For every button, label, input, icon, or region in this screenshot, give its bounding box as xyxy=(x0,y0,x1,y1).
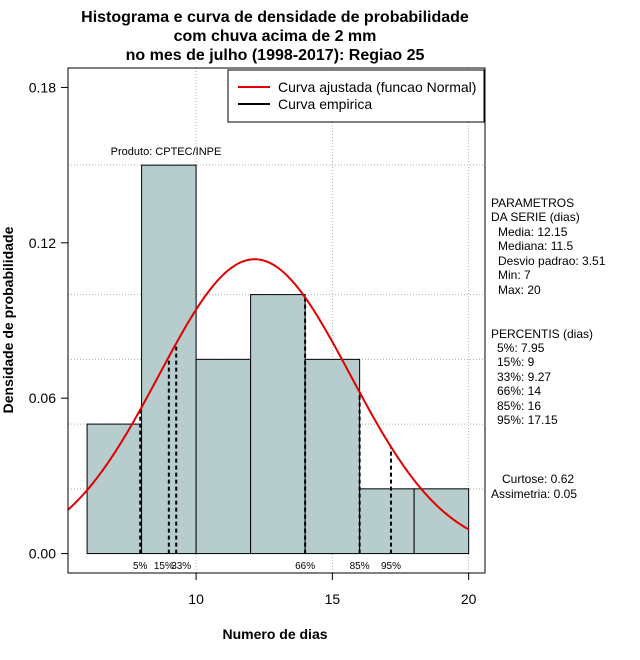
param-min: Min: 7 xyxy=(498,268,531,282)
parametros-title: PARAMETROS xyxy=(491,196,574,210)
source-note: Produto: CPTEC/INPE xyxy=(111,146,222,158)
y-tick-label: 0.18 xyxy=(29,79,56,95)
histogram-bar xyxy=(250,294,306,555)
percentil-15: 15%: 9 xyxy=(497,355,535,369)
percentile-label: 33% xyxy=(171,561,191,572)
x-tick-label: 15 xyxy=(325,591,341,607)
normal-curve-path xyxy=(67,258,470,531)
percentile-label: 5% xyxy=(133,561,148,572)
curtose: Curtose: 0.62 xyxy=(502,472,574,486)
percentil-85: 85%: 16 xyxy=(497,399,541,413)
normal-curve xyxy=(67,258,470,531)
percentil-33: 33%: 9.27 xyxy=(497,370,551,384)
y-axis-title: Densidade de probabilidade xyxy=(0,226,16,413)
histogram-bars xyxy=(86,164,470,555)
percentile-label: 95% xyxy=(381,561,401,572)
plot-frame xyxy=(67,67,486,574)
param-mediana: Mediana: 11.5 xyxy=(498,239,573,253)
legend: Curva ajustada (funcao Normal) Curva emp… xyxy=(227,69,485,123)
percentile-label: 15% xyxy=(154,561,174,572)
chart-title-line-3: no mes de julho (1998-2017): Regiao 25 xyxy=(126,47,425,64)
chart-title-line-2: com chuva acima de 2 mm xyxy=(174,28,377,45)
percentile-label: 66% xyxy=(295,561,315,572)
histogram-bar xyxy=(304,358,361,555)
parametros-subtitle: DA SERIE (dias) xyxy=(491,210,580,224)
percentil-95: 95%: 17.15 xyxy=(497,413,558,427)
axis-ticks: 10 15 20 0.00 0.06 0.12 0.18 xyxy=(29,79,477,607)
percentile-label: 85% xyxy=(350,561,370,572)
legend-label-normal: Curva ajustada (funcao Normal) xyxy=(278,79,476,95)
histogram-bar xyxy=(413,488,470,555)
histogram-bar xyxy=(86,423,143,555)
legend-label-empirical: Curva empirica xyxy=(278,96,372,112)
x-tick-label: 20 xyxy=(461,591,477,607)
param-desvio: Desvio padrao: 3.51 xyxy=(498,254,606,268)
side-panel: PARAMETROS DA SERIE (dias) Media: 12.15 … xyxy=(491,196,606,501)
y-tick-label: 0.00 xyxy=(29,546,56,562)
x-tick-label: 10 xyxy=(188,591,204,607)
y-tick-label: 0.06 xyxy=(29,390,56,406)
histogram-bar xyxy=(195,358,252,555)
chart-title-line-1: Histograma e curva de densidade de proba… xyxy=(81,9,469,26)
percentil-5: 5%: 7.95 xyxy=(497,341,545,355)
histogram-bar xyxy=(359,488,415,555)
y-tick-label: 0.12 xyxy=(29,235,56,251)
percentis-title: PERCENTIS (dias) xyxy=(491,327,593,341)
param-media: Media: 12.15 xyxy=(498,225,568,239)
percentil-66: 66%: 14 xyxy=(497,384,541,398)
param-max: Max: 20 xyxy=(498,283,541,297)
percentile-lines: 5% 15%33% 66% 85% 95% xyxy=(133,297,401,572)
legend-box xyxy=(227,69,485,123)
assimetria: Assimetria: 0.05 xyxy=(491,487,577,501)
x-axis-title: Numero de dias xyxy=(222,626,327,642)
